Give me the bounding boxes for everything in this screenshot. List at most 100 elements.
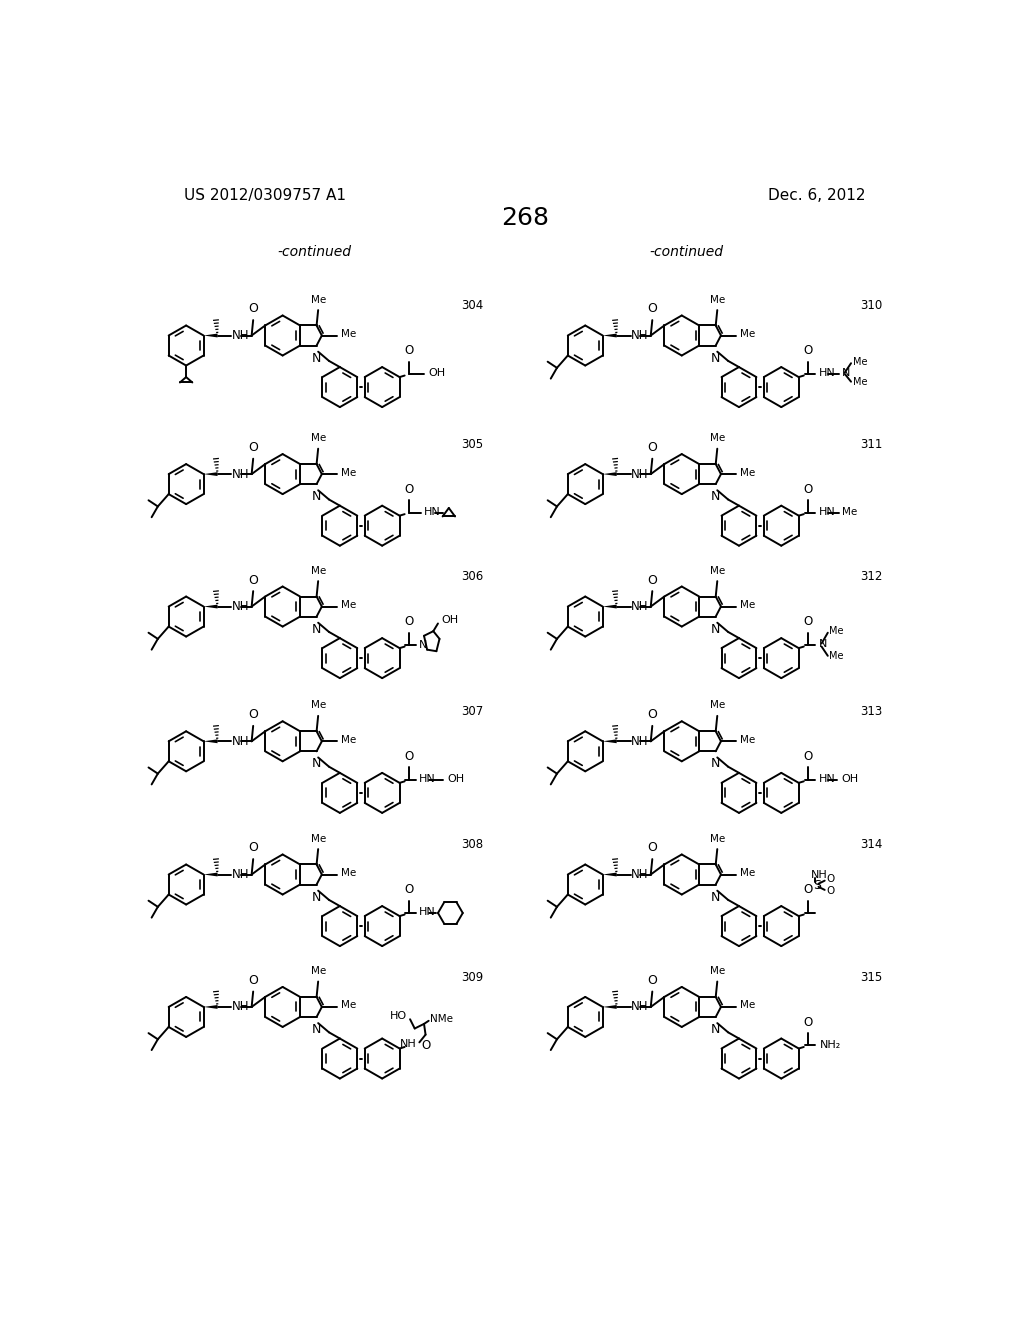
Text: Me: Me bbox=[842, 507, 857, 517]
Text: Me: Me bbox=[829, 626, 844, 636]
Text: O: O bbox=[403, 883, 413, 896]
Text: 305: 305 bbox=[461, 438, 483, 451]
Text: OH: OH bbox=[441, 615, 458, 626]
Polygon shape bbox=[204, 605, 217, 609]
Text: Me: Me bbox=[341, 329, 356, 339]
Text: HN: HN bbox=[424, 507, 440, 517]
Polygon shape bbox=[603, 605, 616, 609]
Polygon shape bbox=[204, 873, 217, 876]
Text: O: O bbox=[248, 709, 258, 721]
Text: O: O bbox=[647, 441, 657, 454]
Text: O: O bbox=[803, 615, 812, 628]
Text: OH: OH bbox=[842, 774, 859, 784]
Text: Me: Me bbox=[341, 1001, 356, 1010]
Text: 308: 308 bbox=[461, 838, 483, 851]
Text: 311: 311 bbox=[860, 438, 883, 451]
Text: N: N bbox=[711, 623, 721, 636]
Text: Me: Me bbox=[740, 329, 756, 339]
Text: Me: Me bbox=[341, 601, 356, 610]
Text: Me: Me bbox=[710, 566, 725, 576]
Text: OH: OH bbox=[429, 368, 445, 379]
Text: Me: Me bbox=[310, 966, 326, 977]
Text: O: O bbox=[403, 750, 413, 763]
Text: N: N bbox=[312, 351, 322, 364]
Text: NH: NH bbox=[631, 467, 648, 480]
Text: Me: Me bbox=[341, 467, 356, 478]
Text: HN: HN bbox=[818, 774, 836, 784]
Text: HN: HN bbox=[420, 774, 436, 784]
Text: HN: HN bbox=[420, 907, 436, 917]
Polygon shape bbox=[204, 739, 217, 743]
Text: NH: NH bbox=[231, 329, 249, 342]
Text: Me: Me bbox=[740, 601, 756, 610]
Text: O: O bbox=[248, 974, 258, 987]
Text: Me: Me bbox=[310, 834, 326, 843]
Text: O: O bbox=[647, 573, 657, 586]
Text: O: O bbox=[647, 709, 657, 721]
Text: NH: NH bbox=[631, 1001, 648, 1014]
Text: Me: Me bbox=[310, 294, 326, 305]
Text: N: N bbox=[312, 891, 322, 904]
Text: Dec. 6, 2012: Dec. 6, 2012 bbox=[768, 187, 866, 203]
Text: N: N bbox=[312, 758, 322, 771]
Text: 304: 304 bbox=[461, 300, 483, 313]
Text: NH₂: NH₂ bbox=[820, 1040, 842, 1049]
Text: N: N bbox=[842, 368, 850, 379]
Text: Me: Me bbox=[710, 701, 725, 710]
Text: -continued: -continued bbox=[649, 246, 723, 259]
Text: Me: Me bbox=[853, 356, 867, 367]
Text: NH: NH bbox=[399, 1039, 417, 1049]
Text: 315: 315 bbox=[860, 970, 883, 983]
Text: NH: NH bbox=[231, 467, 249, 480]
Text: O: O bbox=[248, 573, 258, 586]
Text: N: N bbox=[818, 639, 826, 649]
Text: NH: NH bbox=[231, 869, 249, 880]
Text: N: N bbox=[711, 490, 721, 503]
Text: NH: NH bbox=[631, 601, 648, 612]
Text: O: O bbox=[647, 974, 657, 987]
Text: OH: OH bbox=[447, 774, 465, 784]
Text: -continued: -continued bbox=[278, 246, 351, 259]
Text: 314: 314 bbox=[860, 838, 883, 851]
Text: 313: 313 bbox=[860, 705, 883, 718]
Polygon shape bbox=[603, 739, 616, 743]
Text: NH: NH bbox=[231, 735, 249, 748]
Text: 307: 307 bbox=[461, 705, 483, 718]
Text: Me: Me bbox=[341, 869, 356, 878]
Text: Me: Me bbox=[310, 701, 326, 710]
Text: Me: Me bbox=[710, 834, 725, 843]
Text: O: O bbox=[403, 483, 413, 496]
Text: O: O bbox=[248, 441, 258, 454]
Text: O: O bbox=[803, 345, 812, 358]
Text: O: O bbox=[647, 302, 657, 315]
Text: O: O bbox=[403, 615, 413, 628]
Text: N: N bbox=[711, 758, 721, 771]
Text: 268: 268 bbox=[501, 206, 549, 231]
Text: Me: Me bbox=[310, 566, 326, 576]
Text: S: S bbox=[813, 879, 821, 892]
Text: O: O bbox=[803, 483, 812, 496]
Text: NH: NH bbox=[231, 1001, 249, 1014]
Text: HN: HN bbox=[818, 368, 836, 379]
Text: Me: Me bbox=[853, 376, 867, 387]
Text: N: N bbox=[711, 351, 721, 364]
Text: Me: Me bbox=[740, 869, 756, 878]
Text: Me: Me bbox=[740, 735, 756, 744]
Text: NH: NH bbox=[631, 869, 648, 880]
Text: HO: HO bbox=[390, 1011, 407, 1022]
Text: O: O bbox=[803, 750, 812, 763]
Text: Me: Me bbox=[310, 433, 326, 444]
Text: NH: NH bbox=[811, 870, 827, 879]
Text: N: N bbox=[312, 490, 322, 503]
Text: O: O bbox=[803, 883, 812, 896]
Text: NH: NH bbox=[631, 329, 648, 342]
Polygon shape bbox=[603, 1005, 616, 1008]
Text: Me: Me bbox=[710, 294, 725, 305]
Text: N: N bbox=[711, 1023, 721, 1036]
Polygon shape bbox=[603, 873, 616, 876]
Polygon shape bbox=[204, 334, 217, 338]
Text: N: N bbox=[711, 891, 721, 904]
Text: O: O bbox=[826, 887, 835, 896]
Text: N: N bbox=[420, 640, 428, 649]
Text: Me: Me bbox=[710, 433, 725, 444]
